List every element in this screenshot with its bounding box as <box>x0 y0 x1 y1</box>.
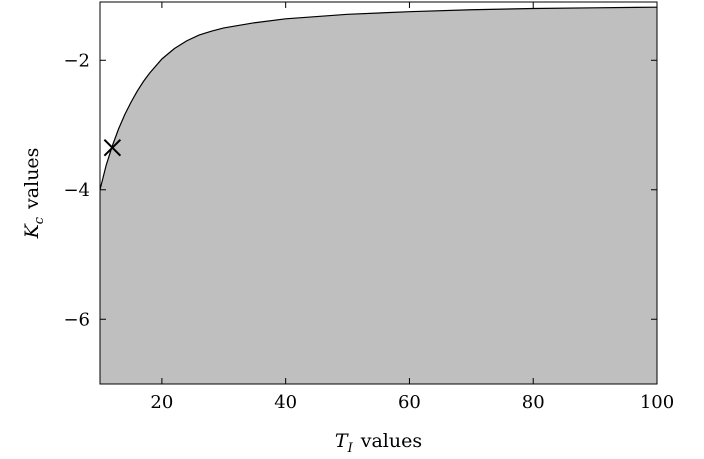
x-tick-label: 80 <box>522 392 545 413</box>
y-tick-label: −2 <box>63 50 90 71</box>
y-tick-label: −6 <box>63 309 90 330</box>
x-tick-label: 100 <box>640 392 674 413</box>
feasible-region-area <box>100 7 657 385</box>
plot-area <box>99 1 658 385</box>
axis-labels: TI values Kcvalues <box>21 148 422 456</box>
boundary-curve-line <box>99 6 658 190</box>
x-tick-label: 20 <box>150 392 173 413</box>
y-tick-label: −4 <box>63 180 90 201</box>
x-axis-label: TI values <box>335 430 422 456</box>
plot-frame <box>99 1 658 385</box>
x-tick-label: 40 <box>274 392 297 413</box>
x-marker-icon <box>103 138 122 157</box>
axis-ticks: 20 40 60 80 100 −2 −4 −6 <box>63 2 674 413</box>
x-tick-label: 60 <box>398 392 421 413</box>
y-axis-label: Kcvalues <box>21 148 47 240</box>
